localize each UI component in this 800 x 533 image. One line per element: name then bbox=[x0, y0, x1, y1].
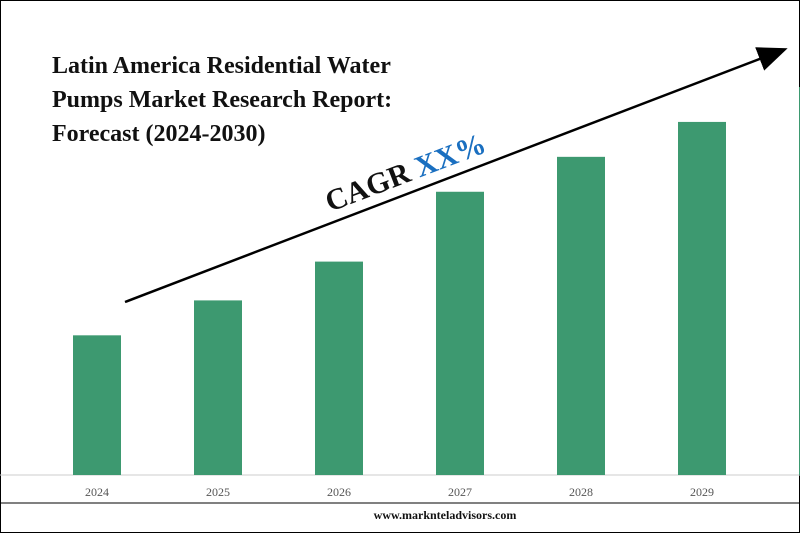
x-tick-label: 2029 bbox=[690, 485, 714, 499]
source: www.marknteladvisors.com bbox=[374, 508, 517, 522]
chart-title: Latin America Residential Water bbox=[52, 53, 391, 79]
chart-title: Forecast (2024-2030) bbox=[52, 121, 266, 147]
x-tick-label: 2026 bbox=[327, 485, 351, 499]
bar bbox=[194, 300, 242, 475]
x-tick-label: 2028 bbox=[569, 485, 593, 499]
bar bbox=[678, 121, 726, 476]
cagr-value: XX% bbox=[410, 127, 490, 184]
x-tick-label: 2025 bbox=[206, 485, 230, 499]
bar bbox=[557, 156, 605, 475]
bar bbox=[315, 261, 363, 475]
bar bbox=[73, 335, 121, 475]
chart-title: Pumps Market Research Report: bbox=[52, 87, 392, 113]
x-tick-label: 2024 bbox=[85, 485, 109, 499]
x-tick-label: 2027 bbox=[448, 485, 472, 499]
bar bbox=[436, 191, 484, 475]
trend-arrow bbox=[124, 47, 788, 304]
